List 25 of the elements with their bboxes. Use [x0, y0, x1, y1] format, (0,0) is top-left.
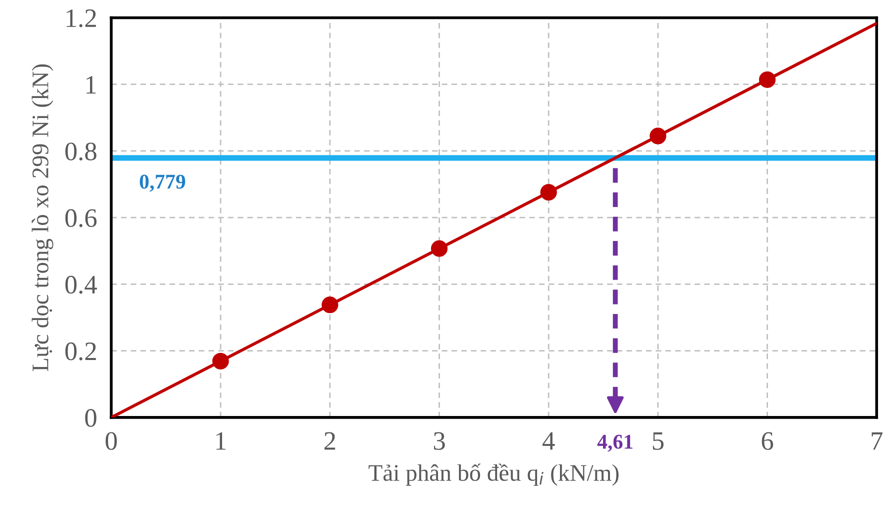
x-tick-label: 4	[542, 432, 555, 450]
point	[212, 352, 229, 370]
x-tick-label: 7	[872, 432, 882, 450]
y-tick-label: 1	[86, 76, 96, 94]
point	[540, 184, 557, 201]
x-tick-label: 2	[324, 432, 336, 450]
x-axis-title: Tải phân bố đều q$_{i}$ (kN/m)	[368, 464, 619, 486]
y-axis-title: Lực dọc trong lò xo 299 Ni (kN)	[32, 64, 54, 372]
x-tick-label: 6	[762, 432, 774, 450]
ref-line-label: 4,61	[597, 434, 632, 452]
x-tick-label: 0	[106, 432, 117, 450]
x-tick-label: 5	[652, 432, 664, 450]
point	[322, 296, 338, 314]
point	[430, 240, 448, 257]
y-tick-label: 0.2	[65, 342, 96, 360]
y-tick-label: 0.8	[65, 142, 96, 160]
y-tick-label: 1.2	[66, 9, 96, 28]
point	[759, 71, 776, 88]
y-tick-label: 0.6	[65, 209, 97, 228]
ref-line-label: 0,779	[140, 174, 186, 192]
point	[650, 128, 666, 144]
x-tick-label: 1	[216, 432, 226, 450]
y-tick-label: 0.4	[65, 276, 97, 294]
y-tick-label: 0	[85, 409, 96, 427]
x-tick-label: 3	[434, 432, 445, 450]
